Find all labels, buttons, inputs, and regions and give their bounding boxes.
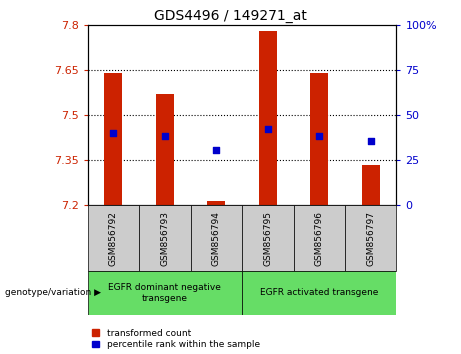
Bar <box>345 205 396 271</box>
Bar <box>104 73 122 205</box>
Point <box>213 147 220 153</box>
Text: GSM856792: GSM856792 <box>109 211 118 266</box>
Bar <box>259 31 277 205</box>
Bar <box>362 165 380 205</box>
Text: EGFR activated transgene: EGFR activated transgene <box>260 289 378 297</box>
Bar <box>310 73 328 205</box>
Text: GSM856797: GSM856797 <box>366 211 375 266</box>
Bar <box>242 271 396 315</box>
Point <box>315 133 323 139</box>
Bar <box>139 205 190 271</box>
Text: genotype/variation ▶: genotype/variation ▶ <box>5 289 100 297</box>
Point <box>264 126 272 131</box>
Text: GSM856795: GSM856795 <box>263 211 272 266</box>
Text: GSM856793: GSM856793 <box>160 211 169 266</box>
Point <box>367 138 374 143</box>
Point <box>110 130 117 136</box>
Point <box>161 133 168 139</box>
Text: GDS4496 / 149271_at: GDS4496 / 149271_at <box>154 9 307 23</box>
Text: EGFR dominant negative
transgene: EGFR dominant negative transgene <box>108 283 221 303</box>
Bar <box>156 94 174 205</box>
Bar <box>242 205 294 271</box>
Bar <box>190 205 242 271</box>
Text: GSM856796: GSM856796 <box>315 211 324 266</box>
Text: GSM856794: GSM856794 <box>212 211 221 266</box>
Bar <box>294 205 345 271</box>
Legend: transformed count, percentile rank within the sample: transformed count, percentile rank withi… <box>92 329 260 349</box>
Bar <box>88 271 242 315</box>
Bar <box>88 205 139 271</box>
Bar <box>207 201 225 205</box>
